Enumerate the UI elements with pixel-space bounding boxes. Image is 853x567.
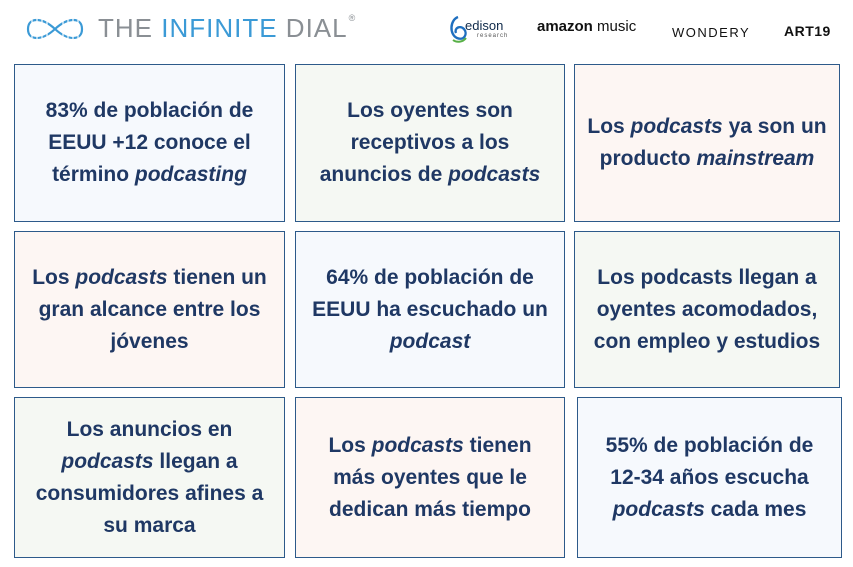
fact-segment: 55% de población de 12-34 años escucha <box>605 433 814 489</box>
title-accent: INFINITE <box>161 13 278 43</box>
fact-italic-term: podcasts <box>630 115 723 138</box>
fact-card-4: Los podcasts tienen un gran alcance entr… <box>14 231 285 388</box>
edison-word: edison <box>465 18 504 33</box>
fact-card-2: Los oyentes son receptivos a los anuncio… <box>295 64 565 222</box>
edison-research-logo: edison research <box>447 14 517 48</box>
fact-segment: Los oyentes son receptivos a los anuncio… <box>319 99 513 186</box>
art19-logo: ART19 <box>784 23 831 39</box>
fact-card-6: Los podcasts llegan a oyentes acomodados… <box>574 231 840 388</box>
fact-card-1: 83% de población de EEUU +12 conoce el t… <box>14 64 285 222</box>
fact-italic-term: podcasting <box>134 163 247 186</box>
fact-italic-term: podcasts <box>61 449 154 473</box>
fact-text: Los podcasts tienen más oyentes que le d… <box>306 430 554 526</box>
fact-card-5: 64% de población de EEUU ha escuchado un… <box>295 231 565 388</box>
fact-card-3: Los podcasts ya son un producto mainstre… <box>574 64 840 222</box>
fact-italic-term: podcasts <box>612 497 705 521</box>
fact-segment: Los <box>32 265 76 289</box>
fact-segment: llegan a consumidores afines a su marca <box>35 449 264 537</box>
fact-text: Los podcasts tienen un gran alcance entr… <box>25 262 274 358</box>
fact-text: 64% de población de EEUU ha escuchado un… <box>306 262 554 358</box>
fact-card-7: Los anuncios en podcasts llegan a consum… <box>14 397 285 558</box>
fact-text: Los anuncios en podcasts llegan a consum… <box>25 414 274 542</box>
fact-italic-term: mainstream <box>696 147 815 170</box>
fact-card-9: 55% de población de 12-34 años escucha p… <box>577 397 842 558</box>
fact-segment: Los anuncios en <box>66 417 233 441</box>
fact-segment: Los <box>587 115 631 138</box>
fact-text: Los podcasts llegan a oyentes acomodados… <box>585 262 829 358</box>
fact-segment: tienen un gran alcance entre los jóvenes <box>38 265 267 353</box>
fact-segment: 83% de población de EEUU +12 conoce el t… <box>45 99 254 186</box>
fact-segment: ya son un producto <box>599 115 827 170</box>
fact-text: Los podcasts ya son un producto mainstre… <box>585 111 829 175</box>
fact-card-8: Los podcasts tienen más oyentes que le d… <box>295 397 565 558</box>
fact-text: 55% de población de 12-34 años escucha p… <box>588 430 831 526</box>
fact-segment: cada mes <box>704 497 807 521</box>
fact-italic-term: podcast <box>389 329 471 353</box>
infinite-dial-logo-icon <box>26 14 84 44</box>
edison-sub: research <box>477 33 509 39</box>
wondery-logo: WONDERY <box>672 25 751 40</box>
fact-text: Los oyentes son receptivos a los anuncio… <box>306 95 554 191</box>
music-word: music <box>592 18 637 35</box>
amazon-word: amazon <box>537 18 593 35</box>
infinite-dial-title: THE INFINITE DIAL® <box>98 13 356 44</box>
fact-italic-term: podcasts <box>75 265 168 289</box>
amazon-music-logo: amazon music <box>537 18 636 35</box>
fact-segment: 64% de población de EEUU ha escuchado un <box>312 265 548 321</box>
title-light: THE <box>98 13 162 43</box>
fact-segment: Los podcasts llegan a oyentes acomodados… <box>593 265 821 353</box>
fact-segment: tienen más oyentes que le dedican más ti… <box>329 433 532 521</box>
fact-italic-term: podcasts <box>371 433 464 457</box>
title-rest: DIAL <box>277 13 348 43</box>
registered-mark: ® <box>348 13 357 23</box>
header: THE INFINITE DIAL® edison research amazo… <box>0 0 853 62</box>
fact-segment: Los <box>328 433 372 457</box>
fact-text: 83% de población de EEUU +12 conoce el t… <box>25 95 274 191</box>
fact-italic-term: podcasts <box>448 163 541 186</box>
edison-swirl-icon <box>450 15 467 43</box>
